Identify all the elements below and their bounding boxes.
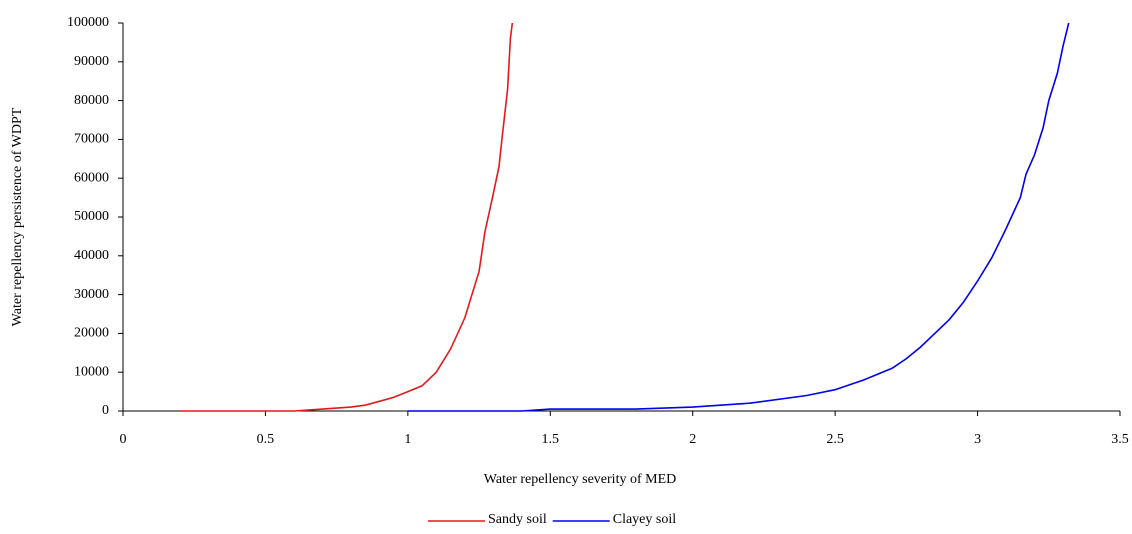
y-tick-label: 40000	[74, 248, 109, 263]
plot-area	[180, 23, 1070, 412]
x-tick-label: 3.5	[1111, 432, 1129, 447]
x-axis-label: Water repellency severity of MED	[484, 472, 676, 487]
x-tick-label: 1	[404, 432, 411, 447]
y-tick-label: 50000	[74, 209, 109, 224]
y-tick-label: 0	[102, 403, 109, 418]
y-tick-label: 20000	[74, 326, 109, 341]
y-axis-label: Water repellency persistence of WDPT	[10, 107, 25, 326]
x-tick-label: 2	[689, 432, 696, 447]
y-tick-label: 70000	[74, 132, 109, 147]
y-tick-label: 100000	[67, 15, 109, 30]
x-tick-label: 1.5	[542, 432, 560, 447]
x-tick-label: 0.5	[257, 432, 275, 447]
line	[407, 23, 1070, 412]
y-tick-label: 80000	[74, 93, 109, 108]
y-tick-label: 90000	[74, 54, 109, 69]
y-tick-label: 10000	[74, 364, 109, 379]
x-tick-label: 2.5	[826, 432, 844, 447]
x-tick-label: 0	[120, 432, 127, 447]
legend-label: Clayey soil	[613, 512, 676, 527]
y-tick-label: 60000	[74, 170, 109, 185]
y-tick-label: 30000	[74, 287, 109, 302]
x-tick-label: 3	[974, 432, 981, 447]
legend-label: Sandy soil	[488, 512, 547, 527]
line	[180, 23, 514, 412]
